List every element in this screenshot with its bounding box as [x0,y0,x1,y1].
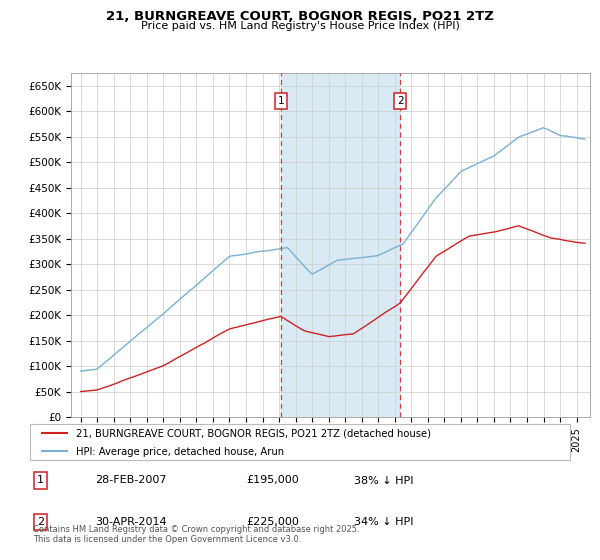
Text: £195,000: £195,000 [246,475,299,486]
Text: 1: 1 [37,475,44,486]
Text: 21, BURNGREAVE COURT, BOGNOR REGIS, PO21 2TZ: 21, BURNGREAVE COURT, BOGNOR REGIS, PO21… [106,10,494,23]
Text: 2: 2 [37,517,44,527]
Bar [281,73,400,417]
Text: £225,000: £225,000 [246,517,299,527]
Text: 21, BURNGREAVE COURT, BOGNOR REGIS, PO21 2TZ (detached house): 21, BURNGREAVE COURT, BOGNOR REGIS, PO21… [76,428,431,438]
Text: 38% ↓ HPI: 38% ↓ HPI [354,475,413,486]
Text: 2: 2 [397,96,404,106]
Text: 34% ↓ HPI: 34% ↓ HPI [354,517,413,527]
Text: Contains HM Land Registry data © Crown copyright and database right 2025.
This d: Contains HM Land Registry data © Crown c… [33,525,359,544]
Text: Price paid vs. HM Land Registry's House Price Index (HPI): Price paid vs. HM Land Registry's House … [140,21,460,31]
Text: 1: 1 [278,96,284,106]
FancyBboxPatch shape [30,424,570,460]
Text: 30-APR-2014: 30-APR-2014 [95,517,166,527]
Text: HPI: Average price, detached house, Arun: HPI: Average price, detached house, Arun [76,446,284,456]
Text: 28-FEB-2007: 28-FEB-2007 [95,475,166,486]
